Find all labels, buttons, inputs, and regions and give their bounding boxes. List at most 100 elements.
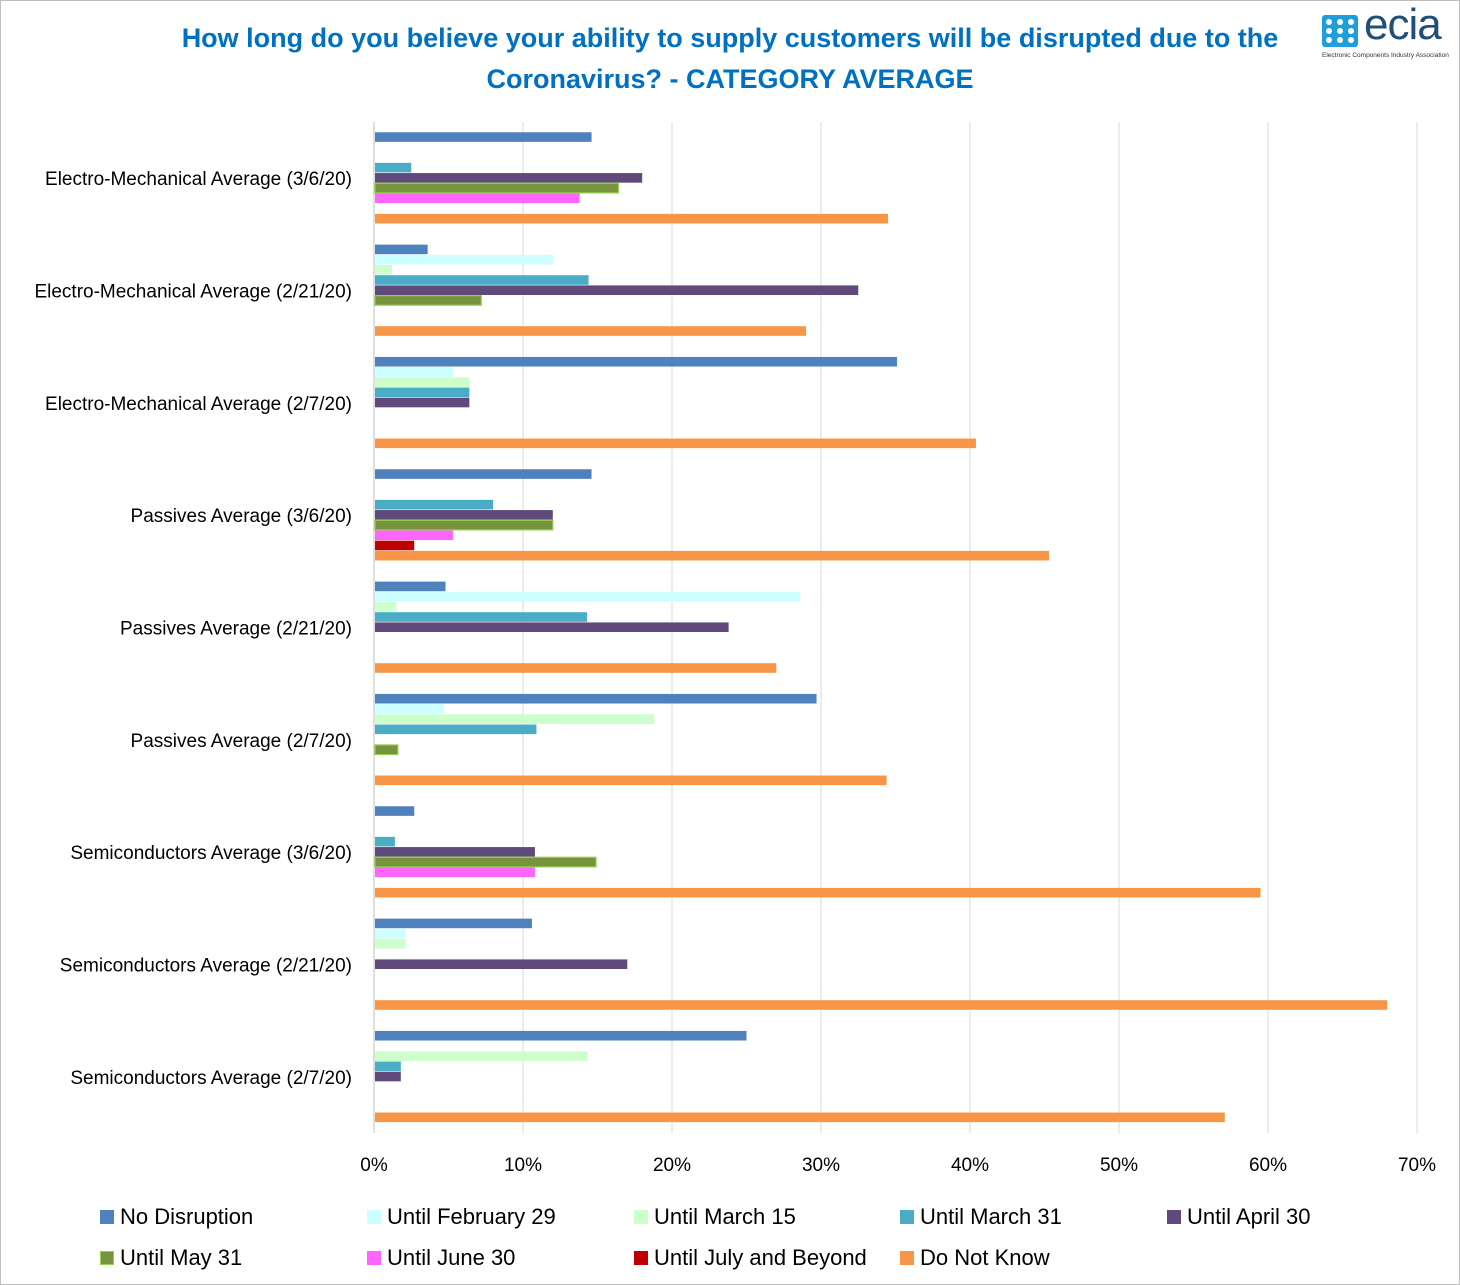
bar (375, 265, 392, 275)
x-tick-label: 40% (951, 1155, 989, 1176)
bar (375, 939, 406, 949)
bar (375, 581, 446, 592)
category-label: Passives Average (2/21/20) (120, 619, 352, 640)
bar (374, 856, 597, 868)
legend-item: Until May 31 (100, 1245, 242, 1271)
bar (375, 1112, 1225, 1123)
category-label: Electro-Mechanical Average (2/7/20) (45, 394, 352, 415)
bar (375, 254, 553, 265)
bar (375, 387, 470, 398)
x-tick-label: 10% (504, 1155, 542, 1176)
bar (375, 867, 535, 878)
bar (375, 591, 801, 602)
bar (375, 356, 897, 367)
bar (375, 213, 889, 224)
bar (375, 836, 395, 847)
legend-label: Until May 31 (120, 1245, 243, 1270)
bar (375, 918, 532, 929)
bar (375, 1030, 747, 1041)
bar (375, 693, 817, 704)
category-label: Semiconductors Average (2/21/20) (60, 956, 352, 977)
bar (375, 469, 592, 479)
bar (375, 1000, 1388, 1010)
legend-label: Until July and Beyond (654, 1245, 867, 1270)
bar (375, 887, 1261, 898)
legend-item: Until February 29 (367, 1204, 556, 1230)
bar (375, 1061, 401, 1072)
bar (375, 704, 445, 714)
legend-swatch (634, 1251, 648, 1265)
bar (375, 367, 453, 377)
category-label: Passives Average (3/6/20) (131, 506, 352, 527)
x-tick-label: 60% (1249, 1155, 1287, 1176)
legend-item: Until July and Beyond (634, 1245, 867, 1271)
legend-swatch (900, 1251, 914, 1265)
bar (375, 285, 859, 295)
bar (375, 959, 628, 969)
bar (374, 744, 399, 756)
legend-item: Until June 30 (367, 1245, 515, 1271)
legend-label: Do Not Know (920, 1245, 1050, 1270)
x-tick-label: 50% (1100, 1155, 1138, 1176)
bar (375, 1071, 401, 1082)
legend-item: Do Not Know (900, 1245, 1050, 1271)
legend-swatch (100, 1251, 114, 1265)
x-tick-label: 30% (802, 1155, 840, 1176)
bar-chart: 0% 10% 20% 30% 40% 50% 60% 70% Electro-Mechanica… (34, 122, 1436, 1176)
legend-swatch (100, 1210, 114, 1224)
x-tick-label: 20% (653, 1155, 691, 1176)
category-label: Electro-Mechanical Average (2/21/20) (34, 282, 352, 303)
category-label: Electro-Mechanical Average (3/6/20) (45, 169, 352, 190)
ecia-logo: ecia Electronic Components Industry Asso… (1322, 0, 1450, 62)
bar (375, 612, 588, 622)
bar (375, 775, 887, 786)
bar (375, 602, 397, 612)
bar (375, 244, 428, 255)
legend-label: Until April 30 (1187, 1204, 1311, 1229)
x-tick-label: 70% (1398, 1155, 1436, 1176)
legend-item: Until March 31 (900, 1204, 1062, 1230)
legend-swatch (1167, 1210, 1181, 1224)
bar (375, 499, 494, 510)
bar (375, 377, 470, 387)
x-tick-label: 0% (360, 1155, 388, 1176)
bar (375, 530, 453, 541)
legend-label: Until February 29 (387, 1204, 556, 1229)
legend-item: No Disruption (100, 1204, 253, 1230)
bar (375, 714, 655, 724)
bar (375, 806, 415, 816)
category-label: Semiconductors Average (3/6/20) (70, 843, 352, 864)
bar (375, 928, 406, 939)
legend-swatch (367, 1210, 381, 1224)
bar (375, 540, 415, 551)
legend-item: Until April 30 (1167, 1204, 1311, 1230)
bar (375, 438, 976, 449)
bar (375, 162, 412, 173)
bar (375, 132, 592, 142)
legend-label: Until June 30 (387, 1245, 516, 1270)
bar (375, 622, 729, 632)
chart-title: How long do you believe your ability to … (181, 23, 1279, 94)
bar (375, 847, 535, 857)
bar (375, 1051, 588, 1061)
ecia-logo-word: ecia (1364, 0, 1442, 49)
category-label: Semiconductors Average (2/7/20) (70, 1068, 352, 1089)
ecia-logo-mark-icon (1322, 15, 1358, 47)
legend-label: No Disruption (120, 1204, 254, 1229)
bar (375, 510, 553, 520)
bar (375, 724, 537, 735)
legend-swatch (634, 1210, 648, 1224)
bar (375, 193, 580, 204)
legend-swatch (900, 1210, 914, 1224)
chart-legend: No Disruption Until February 29 Until Marc… (100, 1204, 1440, 1284)
bar (375, 397, 470, 408)
bar (375, 173, 643, 183)
legend-label: Until March 31 (920, 1204, 1062, 1229)
bar (374, 182, 619, 194)
bar (375, 550, 1049, 561)
legend-label: Until March 15 (654, 1204, 796, 1229)
ecia-logo-tagline: Electronic Components Industry Associati… (1322, 52, 1449, 59)
legend-item: Until March 15 (634, 1204, 796, 1230)
legend-swatch (367, 1251, 381, 1265)
bar (374, 295, 482, 306)
